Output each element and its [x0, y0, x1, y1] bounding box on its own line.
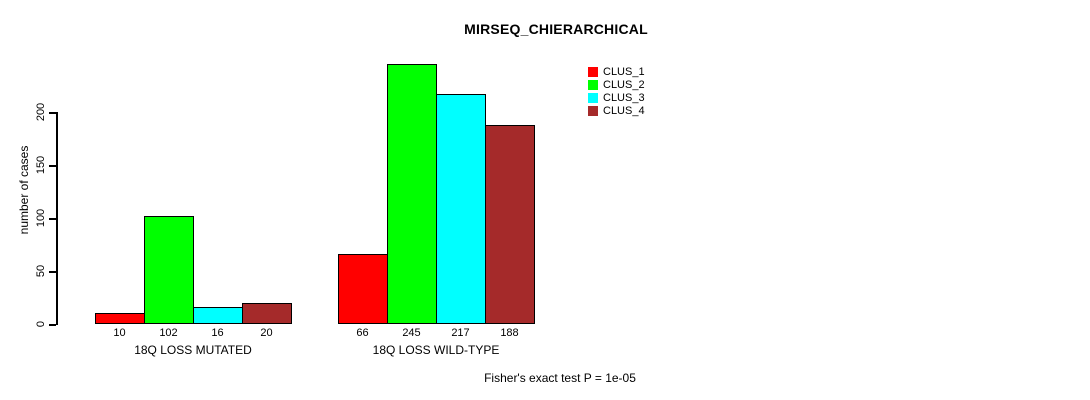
bar-value-label: 20 [260, 327, 273, 339]
legend-item: CLUS_1 [588, 66, 645, 78]
bar-value-label: 245 [402, 327, 421, 339]
bar-value-label: 10 [113, 327, 126, 339]
y-tick-label: 200 [35, 102, 47, 122]
legend-label: CLUS_2 [603, 79, 645, 91]
y-tick [49, 324, 56, 326]
bar-value-label: 16 [211, 327, 224, 339]
legend-swatch-clus_3 [588, 93, 598, 103]
bar-clus_1-cat2 [338, 254, 388, 324]
legend-item: CLUS_3 [588, 92, 645, 104]
y-axis-line [56, 112, 58, 325]
legend-item: CLUS_2 [588, 79, 645, 91]
y-tick-label: 100 [35, 208, 47, 228]
bar-value-label: 217 [451, 327, 470, 339]
bar-clus_4-cat2 [485, 125, 535, 324]
bar-clus_1-cat1 [95, 313, 145, 324]
legend-item: CLUS_4 [588, 105, 645, 117]
legend-swatch-clus_2 [588, 80, 598, 90]
bar-value-label: 188 [500, 327, 519, 339]
x-category-label: 18Q LOSS WILD-TYPE [372, 343, 500, 357]
y-tick-label: 50 [35, 264, 47, 278]
legend-label: CLUS_3 [603, 92, 645, 104]
y-axis-label: number of cases [17, 145, 31, 235]
bar-clus_4-cat1 [242, 303, 292, 324]
y-tick [49, 271, 56, 273]
bar-clus_2-cat2 [387, 64, 437, 324]
bar-clus_3-cat1 [193, 307, 243, 324]
bar-clus_2-cat1 [144, 216, 194, 324]
y-tick [49, 218, 56, 220]
y-tick-label: 150 [35, 155, 47, 175]
annotation-text: Fisher's exact test P = 1e-05 [484, 371, 636, 385]
legend-swatch-clus_4 [588, 106, 598, 116]
legend-label: CLUS_1 [603, 66, 645, 78]
legend-swatch-clus_1 [588, 67, 598, 77]
legend-label: CLUS_4 [603, 105, 645, 117]
bar-clus_3-cat2 [436, 94, 486, 324]
chart-title: MIRSEQ_CHIERARCHICAL [464, 21, 648, 37]
y-tick [49, 112, 56, 114]
y-tick [49, 165, 56, 167]
bar-value-label: 66 [356, 327, 369, 339]
x-category-label: 18Q LOSS MUTATED [134, 343, 252, 357]
y-tick-label: 0 [35, 320, 47, 328]
bar-value-label: 102 [159, 327, 178, 339]
